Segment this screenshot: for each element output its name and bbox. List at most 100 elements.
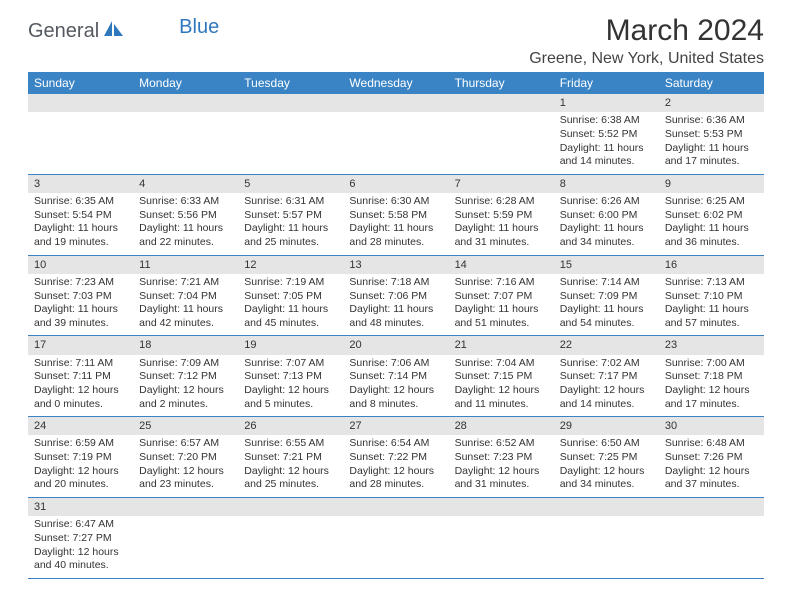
day-detail-cell: Sunrise: 7:13 AMSunset: 7:10 PMDaylight:… bbox=[659, 274, 764, 336]
day-detail-cell bbox=[28, 112, 133, 174]
day-detail-cell: Sunrise: 6:57 AMSunset: 7:20 PMDaylight:… bbox=[133, 435, 238, 497]
day-number-row: 31 bbox=[28, 497, 764, 516]
sunrise-text: Sunrise: 7:04 AM bbox=[455, 357, 548, 371]
col-tuesday: Tuesday bbox=[238, 72, 343, 94]
col-sunday: Sunday bbox=[28, 72, 133, 94]
day-detail-cell: Sunrise: 7:23 AMSunset: 7:03 PMDaylight:… bbox=[28, 274, 133, 336]
sunset-text: Sunset: 6:02 PM bbox=[665, 209, 758, 223]
location-label: Greene, New York, United States bbox=[529, 50, 764, 68]
d2-text: and 23 minutes. bbox=[139, 478, 232, 492]
day-number-cell: 29 bbox=[554, 417, 659, 436]
sunrise-text: Sunrise: 6:26 AM bbox=[560, 195, 653, 209]
sunset-text: Sunset: 7:05 PM bbox=[244, 290, 337, 304]
d2-text: and 31 minutes. bbox=[455, 236, 548, 250]
day-detail-row: Sunrise: 6:38 AMSunset: 5:52 PMDaylight:… bbox=[28, 112, 764, 174]
sunrise-text: Sunrise: 6:30 AM bbox=[349, 195, 442, 209]
sunrise-text: Sunrise: 6:33 AM bbox=[139, 195, 232, 209]
col-monday: Monday bbox=[133, 72, 238, 94]
sunset-text: Sunset: 5:54 PM bbox=[34, 209, 127, 223]
sunrise-text: Sunrise: 7:00 AM bbox=[665, 357, 758, 371]
sunrise-text: Sunrise: 6:48 AM bbox=[665, 437, 758, 451]
d2-text: and 39 minutes. bbox=[34, 317, 127, 331]
sunset-text: Sunset: 7:25 PM bbox=[560, 451, 653, 465]
day-detail-cell: Sunrise: 6:30 AMSunset: 5:58 PMDaylight:… bbox=[343, 193, 448, 255]
sunrise-text: Sunrise: 6:35 AM bbox=[34, 195, 127, 209]
d1-text: Daylight: 12 hours bbox=[34, 384, 127, 398]
day-detail-cell: Sunrise: 6:38 AMSunset: 5:52 PMDaylight:… bbox=[554, 112, 659, 174]
d1-text: Daylight: 11 hours bbox=[560, 142, 653, 156]
sunrise-text: Sunrise: 7:23 AM bbox=[34, 276, 127, 290]
logo-text-general: General bbox=[28, 20, 99, 43]
logo-sail-icon bbox=[103, 20, 125, 43]
day-number-cell: 20 bbox=[343, 336, 448, 355]
day-number-cell bbox=[343, 94, 448, 112]
sunset-text: Sunset: 7:27 PM bbox=[34, 532, 127, 546]
d1-text: Daylight: 11 hours bbox=[139, 303, 232, 317]
d2-text: and 14 minutes. bbox=[560, 155, 653, 169]
d1-text: Daylight: 11 hours bbox=[665, 222, 758, 236]
day-detail-cell: Sunrise: 6:26 AMSunset: 6:00 PMDaylight:… bbox=[554, 193, 659, 255]
sunset-text: Sunset: 7:06 PM bbox=[349, 290, 442, 304]
day-detail-cell: Sunrise: 7:00 AMSunset: 7:18 PMDaylight:… bbox=[659, 355, 764, 417]
day-detail-cell: Sunrise: 7:16 AMSunset: 7:07 PMDaylight:… bbox=[449, 274, 554, 336]
sunset-text: Sunset: 5:53 PM bbox=[665, 128, 758, 142]
d2-text: and 28 minutes. bbox=[349, 236, 442, 250]
sunrise-text: Sunrise: 7:06 AM bbox=[349, 357, 442, 371]
day-number-cell: 14 bbox=[449, 255, 554, 274]
day-number-cell: 7 bbox=[449, 174, 554, 193]
month-title: March 2024 bbox=[529, 14, 764, 48]
day-detail-row: Sunrise: 6:35 AMSunset: 5:54 PM Daylight:… bbox=[28, 193, 764, 255]
day-number-cell bbox=[238, 94, 343, 112]
day-detail-cell bbox=[133, 516, 238, 578]
day-detail-cell: Sunrise: 6:31 AMSunset: 5:57 PMDaylight:… bbox=[238, 193, 343, 255]
day-number-cell bbox=[28, 94, 133, 112]
d1-text: Daylight: 12 hours bbox=[455, 384, 548, 398]
day-number-cell: 21 bbox=[449, 336, 554, 355]
sunrise-text: Sunrise: 6:28 AM bbox=[455, 195, 548, 209]
day-detail-cell: Sunrise: 6:48 AMSunset: 7:26 PMDaylight:… bbox=[659, 435, 764, 497]
day-number-cell: 2 bbox=[659, 94, 764, 112]
day-detail-row: Sunrise: 7:11 AMSunset: 7:11 PMDaylight:… bbox=[28, 355, 764, 417]
sunrise-text: Sunrise: 7:19 AM bbox=[244, 276, 337, 290]
day-number-cell: 1 bbox=[554, 94, 659, 112]
day-number-cell: 19 bbox=[238, 336, 343, 355]
d2-text: and 37 minutes. bbox=[665, 478, 758, 492]
day-number-cell: 10 bbox=[28, 255, 133, 274]
d1-text: Daylight: 12 hours bbox=[665, 384, 758, 398]
title-block: March 2024 Greene, New York, United Stat… bbox=[529, 14, 764, 68]
d1-text: Daylight: 11 hours bbox=[560, 222, 653, 236]
d1-text: Daylight: 12 hours bbox=[349, 465, 442, 479]
day-number-cell bbox=[343, 497, 448, 516]
sunrise-text: Sunrise: 6:31 AM bbox=[244, 195, 337, 209]
day-number-cell: 22 bbox=[554, 336, 659, 355]
day-detail-cell: Sunrise: 6:55 AMSunset: 7:21 PMDaylight:… bbox=[238, 435, 343, 497]
d2-text: and 2 minutes. bbox=[139, 398, 232, 412]
d1-text: Daylight: 11 hours bbox=[349, 303, 442, 317]
sunrise-text: Sunrise: 7:11 AM bbox=[34, 357, 127, 371]
day-detail-cell: Sunrise: 6:36 AMSunset: 5:53 PMDaylight:… bbox=[659, 112, 764, 174]
sunset-text: Sunset: 7:04 PM bbox=[139, 290, 232, 304]
day-detail-cell: Sunrise: 6:35 AMSunset: 5:54 PMDaylight:… bbox=[28, 193, 133, 255]
day-number-cell: 13 bbox=[343, 255, 448, 274]
day-number-cell: 25 bbox=[133, 417, 238, 436]
day-detail-cell: Sunrise: 6:52 AMSunset: 7:23 PMDaylight:… bbox=[449, 435, 554, 497]
d1-text: Daylight: 12 hours bbox=[139, 384, 232, 398]
d1-text: Daylight: 12 hours bbox=[139, 465, 232, 479]
d2-text: and 19 minutes. bbox=[34, 236, 127, 250]
sunrise-text: Sunrise: 7:02 AM bbox=[560, 357, 653, 371]
day-detail-cell: Sunrise: 7:21 AMSunset: 7:04 PMDaylight:… bbox=[133, 274, 238, 336]
sunset-text: Sunset: 7:03 PM bbox=[34, 290, 127, 304]
day-number-cell: 16 bbox=[659, 255, 764, 274]
sunset-text: Sunset: 7:23 PM bbox=[455, 451, 548, 465]
sunset-text: Sunset: 5:52 PM bbox=[560, 128, 653, 142]
day-detail-cell: Sunrise: 7:19 AMSunset: 7:05 PMDaylight:… bbox=[238, 274, 343, 336]
d2-text: and 28 minutes. bbox=[349, 478, 442, 492]
d2-text: and 11 minutes. bbox=[455, 398, 548, 412]
sunrise-text: Sunrise: 7:18 AM bbox=[349, 276, 442, 290]
d1-text: Daylight: 12 hours bbox=[455, 465, 548, 479]
day-number-row: 12 bbox=[28, 94, 764, 112]
sunrise-text: Sunrise: 6:54 AM bbox=[349, 437, 442, 451]
d1-text: Daylight: 11 hours bbox=[34, 303, 127, 317]
d2-text: and 42 minutes. bbox=[139, 317, 232, 331]
sunrise-text: Sunrise: 6:55 AM bbox=[244, 437, 337, 451]
